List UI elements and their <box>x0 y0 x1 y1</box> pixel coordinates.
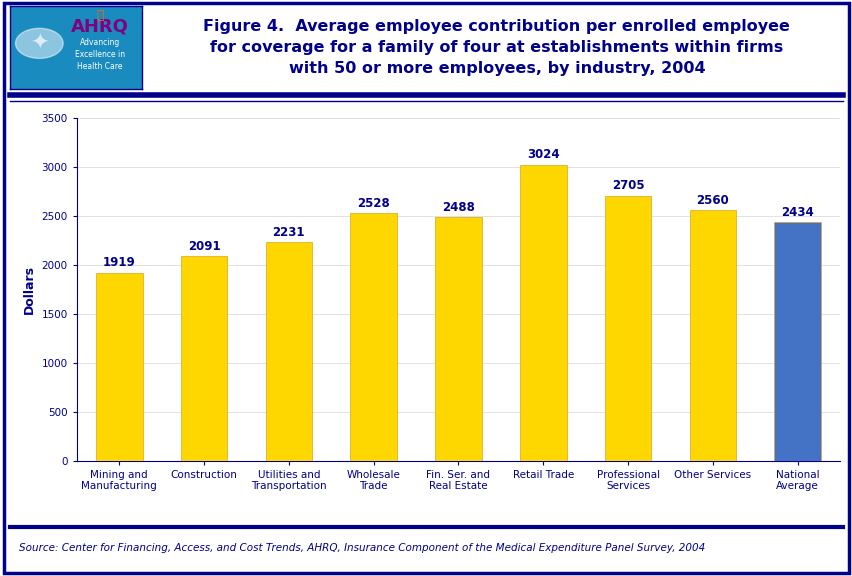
Text: AHRQ: AHRQ <box>71 18 129 36</box>
Text: 2488: 2488 <box>441 201 475 214</box>
Text: ✦: ✦ <box>30 33 49 54</box>
Text: Source: Center for Financing, Access, and Cost Trends, AHRQ, Insurance Component: Source: Center for Financing, Access, an… <box>19 543 704 553</box>
Text: 3024: 3024 <box>527 148 559 161</box>
Text: 2091: 2091 <box>187 240 220 253</box>
Text: Advancing
Excellence in
Health Care: Advancing Excellence in Health Care <box>75 38 125 70</box>
Bar <box>95 273 142 461</box>
Text: 2231: 2231 <box>273 226 305 239</box>
Bar <box>774 222 820 461</box>
Circle shape <box>15 28 63 58</box>
Text: 2528: 2528 <box>357 197 389 210</box>
Text: 2434: 2434 <box>780 206 813 219</box>
Text: 2705: 2705 <box>611 180 644 192</box>
Bar <box>520 165 566 461</box>
Bar <box>265 242 312 461</box>
Bar <box>604 196 651 461</box>
Text: 〜: 〜 <box>96 9 104 22</box>
Y-axis label: Dollars: Dollars <box>23 265 36 314</box>
Bar <box>181 256 227 461</box>
Text: 1919: 1919 <box>103 256 135 270</box>
Bar <box>688 210 735 461</box>
Bar <box>350 213 396 461</box>
Text: 2560: 2560 <box>696 194 728 207</box>
Text: Figure 4.  Average employee contribution per enrolled employee
for coverage for : Figure 4. Average employee contribution … <box>203 19 790 76</box>
Bar <box>435 217 481 461</box>
